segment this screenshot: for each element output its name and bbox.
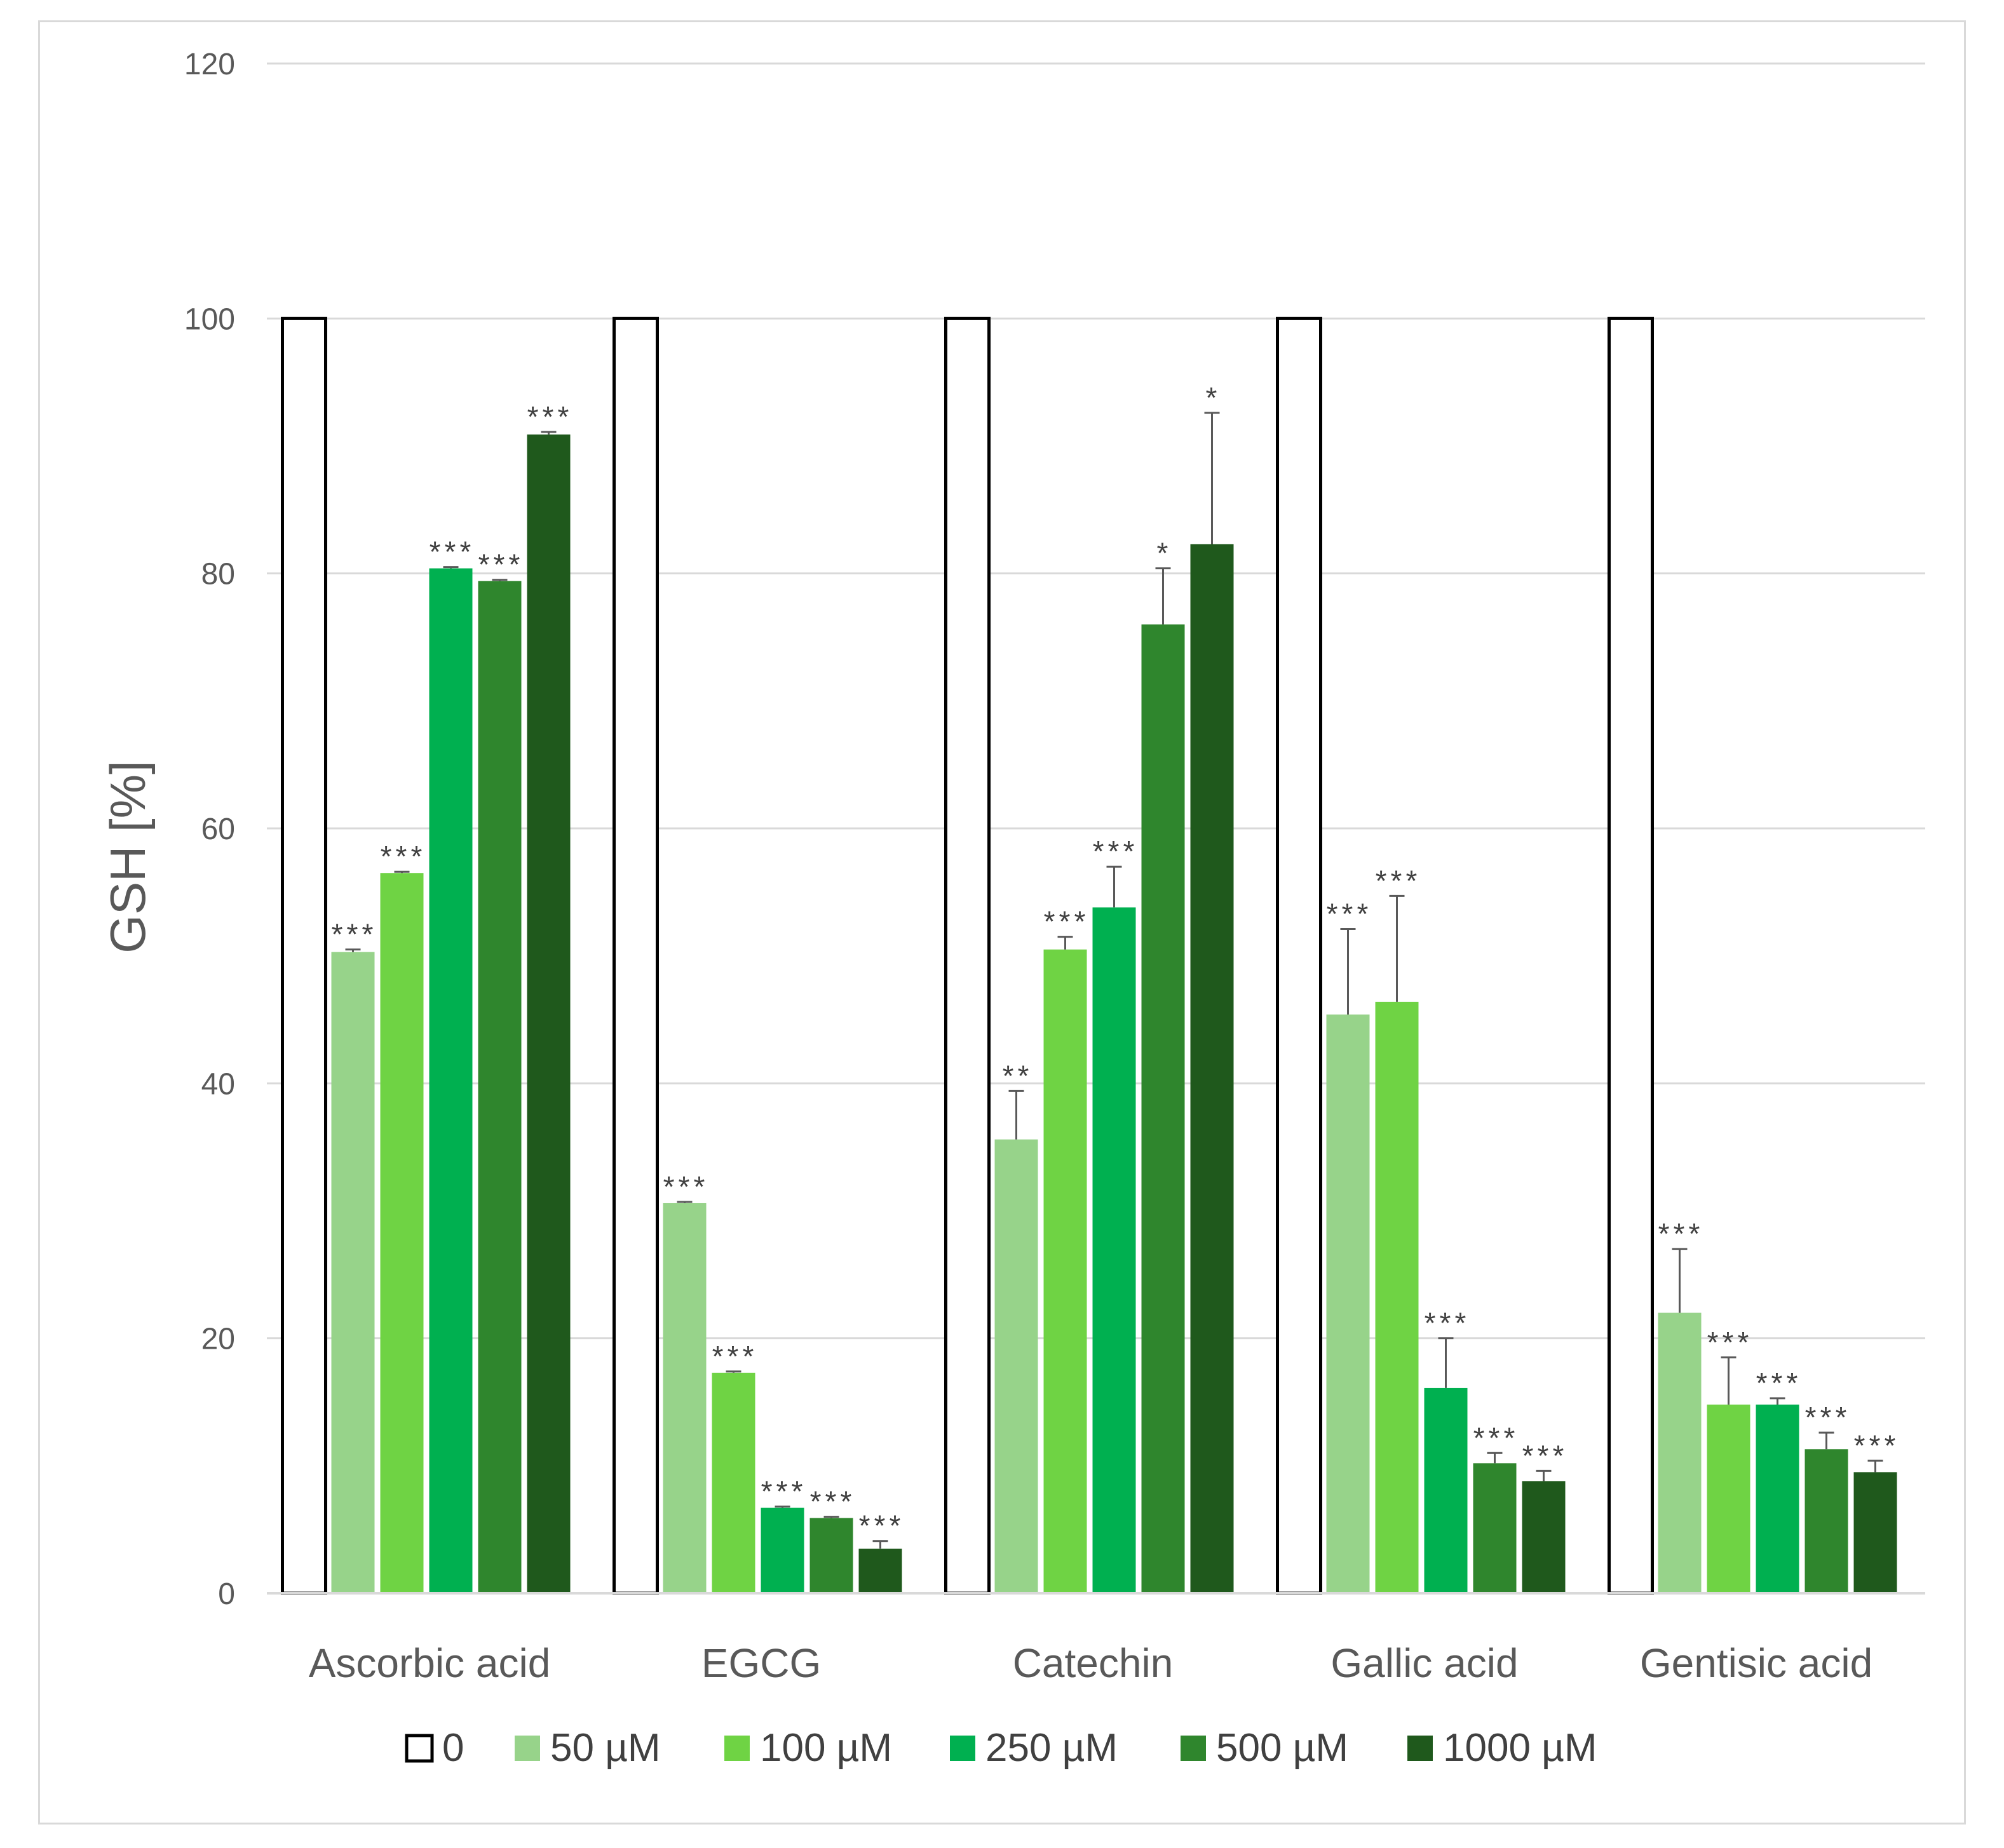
significance-label: ***	[1327, 898, 1372, 931]
x-category-label: Gallic acid	[1330, 1640, 1518, 1686]
bar-ascorbic-acid-control	[281, 316, 327, 1595]
bar-gentisic-acid-1000um	[1853, 1472, 1897, 1593]
bar-ascorbic-acid-1000um	[527, 434, 571, 1594]
bar-gallic-acid-100um	[1375, 1001, 1419, 1593]
legend-swatch	[1181, 1736, 1206, 1761]
significance-label: ***	[712, 1340, 758, 1373]
bar-gallic-acid-500um	[1473, 1463, 1517, 1593]
y-tick-label: 0	[218, 1577, 235, 1611]
bar-egcg-50um	[663, 1203, 707, 1593]
y-tick-label: 40	[201, 1067, 235, 1101]
significance-label: ***	[1425, 1307, 1470, 1340]
legend-swatch	[1407, 1736, 1433, 1761]
significance-label: **	[1003, 1059, 1033, 1092]
significance-label: ***	[1473, 1421, 1519, 1454]
legend-label: 1000 µM	[1443, 1726, 1597, 1770]
legend-label: 250 µM	[985, 1726, 1118, 1770]
significance-label: ***	[1805, 1401, 1851, 1434]
legend-swatch	[405, 1734, 434, 1763]
bar-ascorbic-acid-100um	[380, 873, 424, 1593]
bar-gallic-acid-250um	[1424, 1387, 1468, 1593]
y-tick-label: 20	[201, 1323, 235, 1356]
significance-label: ***	[332, 918, 377, 951]
bar-egcg-250um	[761, 1507, 804, 1593]
legend-label: 0	[442, 1726, 464, 1770]
significance-label: ***	[1707, 1326, 1753, 1359]
bar-egcg-500um	[809, 1518, 853, 1593]
bar-gentisic-acid-500um	[1804, 1449, 1848, 1593]
x-category-label: Catechin	[1013, 1640, 1174, 1686]
legend-label: 500 µM	[1216, 1726, 1348, 1770]
legend-label: 100 µM	[760, 1726, 892, 1770]
bar-gentisic-acid-250um	[1756, 1405, 1799, 1593]
significance-label: *	[1206, 381, 1221, 414]
bar-catechin-1000um	[1190, 544, 1234, 1593]
bar-catechin-control	[944, 316, 991, 1595]
bar-gallic-acid-1000um	[1522, 1481, 1566, 1593]
significance-label: ***	[859, 1509, 905, 1542]
bar-catechin-50um	[994, 1139, 1038, 1593]
bar-gentisic-acid-control	[1608, 316, 1654, 1595]
y-axis-title: GSH [%]	[100, 760, 156, 953]
y-tick-label: 120	[184, 48, 235, 81]
y-tick-label: 100	[184, 302, 235, 336]
significance-label: ***	[478, 548, 524, 581]
bar-egcg-control	[613, 316, 659, 1595]
bar-gallic-acid-control	[1276, 316, 1322, 1595]
bar-catechin-500um	[1141, 624, 1185, 1593]
significance-label: *	[1157, 537, 1172, 570]
x-category-label: Gentisic acid	[1640, 1640, 1872, 1686]
legend-swatch	[950, 1736, 975, 1761]
significance-label: ***	[761, 1475, 807, 1508]
bar-ascorbic-acid-50um	[331, 952, 375, 1593]
significance-label: ***	[1756, 1366, 1802, 1399]
significance-label: ***	[1044, 905, 1090, 938]
bar-gentisic-acid-100um	[1707, 1405, 1750, 1593]
y-tick-label: 80	[201, 558, 235, 591]
significance-label: ***	[527, 400, 573, 433]
legend-swatch	[724, 1736, 750, 1761]
significance-label: ***	[430, 536, 475, 569]
legend-label: 50 µM	[550, 1726, 661, 1770]
significance-label: ***	[381, 840, 426, 873]
significance-label: ***	[810, 1485, 856, 1518]
bar-gallic-acid-50um	[1326, 1014, 1370, 1593]
x-category-label: Ascorbic acid	[309, 1640, 551, 1686]
bar-egcg-100um	[712, 1372, 755, 1593]
significance-label: ***	[1658, 1217, 1704, 1250]
legend-swatch	[515, 1736, 540, 1761]
y-tick-label: 60	[201, 813, 235, 846]
significance-label: ***	[1093, 835, 1139, 868]
bar-egcg-1000um	[858, 1548, 902, 1593]
bar-catechin-100um	[1043, 949, 1087, 1593]
bar-ascorbic-acid-250um	[429, 568, 473, 1593]
significance-label: ***	[663, 1170, 709, 1203]
significance-label: ***	[1376, 864, 1421, 897]
bar-catechin-250um	[1092, 907, 1136, 1593]
bar-gentisic-acid-50um	[1658, 1312, 1702, 1593]
significance-label: ***	[1522, 1439, 1568, 1472]
bar-ascorbic-acid-500um	[478, 581, 522, 1593]
significance-label: ***	[1854, 1429, 1900, 1462]
x-category-label: EGCG	[701, 1640, 821, 1686]
